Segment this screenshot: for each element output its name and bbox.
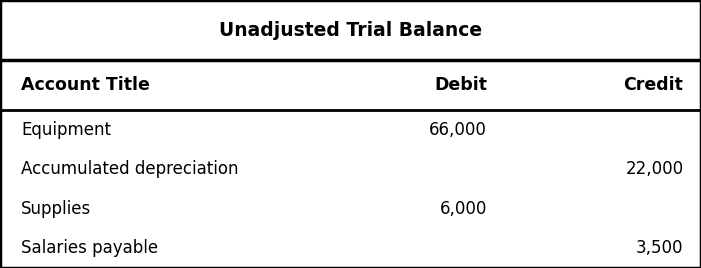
Text: Credit: Credit: [624, 76, 683, 94]
Text: 6,000: 6,000: [440, 200, 487, 218]
Text: Equipment: Equipment: [21, 121, 111, 139]
Text: Unadjusted Trial Balance: Unadjusted Trial Balance: [219, 21, 482, 40]
Text: 22,000: 22,000: [625, 160, 683, 178]
Text: Account Title: Account Title: [21, 76, 150, 94]
Text: 66,000: 66,000: [429, 121, 487, 139]
Text: Accumulated depreciation: Accumulated depreciation: [21, 160, 238, 178]
Text: Debit: Debit: [434, 76, 487, 94]
Text: Supplies: Supplies: [21, 200, 91, 218]
Text: Salaries payable: Salaries payable: [21, 239, 158, 257]
Text: 3,500: 3,500: [636, 239, 683, 257]
